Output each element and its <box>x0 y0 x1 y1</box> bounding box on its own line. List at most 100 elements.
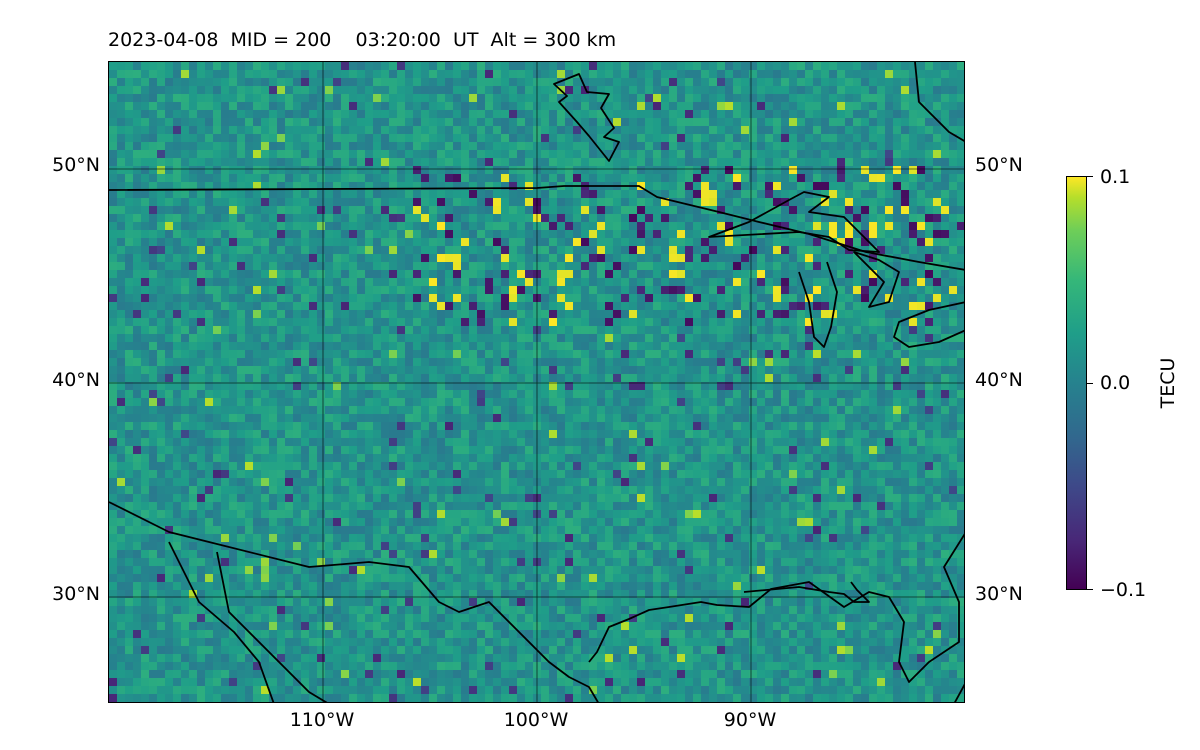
tec-cell <box>493 262 501 270</box>
tec-cell <box>877 390 885 398</box>
tec-cell <box>397 94 405 102</box>
tec-cell <box>757 110 765 118</box>
tec-cell <box>109 422 117 430</box>
tec-cell <box>477 182 485 190</box>
tec-cell <box>853 150 861 158</box>
tec-cell <box>869 278 877 286</box>
tec-cell <box>861 70 869 78</box>
tec-cell <box>781 222 789 230</box>
tec-cell <box>653 278 661 286</box>
tec-cell <box>549 78 557 86</box>
tec-cell <box>941 174 949 182</box>
tec-cell <box>389 246 397 254</box>
tec-cell <box>893 102 901 110</box>
tec-cell <box>565 270 573 278</box>
tec-cell <box>645 374 653 382</box>
tec-cell <box>541 214 549 222</box>
tec-cell <box>829 342 837 350</box>
tec-cell <box>445 286 453 294</box>
tec-cell <box>565 382 573 390</box>
tec-cell <box>213 254 221 262</box>
tec-cell <box>157 334 165 342</box>
tec-cell <box>229 174 237 182</box>
tec-cell <box>125 342 133 350</box>
tec-cell <box>517 62 525 70</box>
tec-cell <box>357 366 365 374</box>
tec-cell <box>509 190 517 198</box>
tec-cell <box>845 310 853 318</box>
tec-cell <box>877 406 885 414</box>
tec-cell <box>917 222 925 230</box>
tec-cell <box>829 358 837 366</box>
tec-cell <box>389 70 397 78</box>
tec-cell <box>789 358 797 366</box>
tec-cell <box>845 382 853 390</box>
tec-cell <box>349 406 357 414</box>
tec-cell <box>549 262 557 270</box>
tec-cell <box>501 150 509 158</box>
tec-cell <box>869 422 877 430</box>
tec-cell <box>453 390 461 398</box>
tec-cell <box>901 198 909 206</box>
tec-cell <box>781 142 789 150</box>
tec-cell <box>581 94 589 102</box>
tec-cell <box>717 190 725 198</box>
tec-cell <box>253 222 261 230</box>
tec-cell <box>301 198 309 206</box>
tec-cell <box>501 294 509 302</box>
tec-cell <box>725 86 733 94</box>
tec-cell <box>749 126 757 134</box>
tec-cell <box>317 86 325 94</box>
tec-cell <box>373 270 381 278</box>
tec-cell <box>165 134 173 142</box>
tec-cell <box>685 326 693 334</box>
tec-cell <box>909 262 917 270</box>
tec-cell <box>149 302 157 310</box>
tec-cell <box>525 406 533 414</box>
tec-cell <box>389 182 397 190</box>
tec-cell <box>797 78 805 86</box>
tec-cell <box>877 286 885 294</box>
tec-cell <box>733 62 741 70</box>
tec-cell <box>765 70 773 78</box>
tec-cell <box>725 406 733 414</box>
tec-cell <box>493 254 501 262</box>
tec-cell <box>453 150 461 158</box>
tec-cell <box>597 206 605 214</box>
tec-cell <box>365 350 373 358</box>
tec-cell <box>453 222 461 230</box>
tec-cell <box>765 214 773 222</box>
tec-cell <box>525 166 533 174</box>
tec-cell <box>445 166 453 174</box>
tec-cell <box>389 262 397 270</box>
tec-cell <box>901 326 909 334</box>
tec-cell <box>309 118 317 126</box>
tec-cell <box>909 230 917 238</box>
tec-cell <box>749 358 757 366</box>
tec-cell <box>661 398 669 406</box>
tec-cell <box>829 198 837 206</box>
tec-cell <box>213 366 221 374</box>
tec-cell <box>213 270 221 278</box>
tec-cell <box>269 374 277 382</box>
tec-cell <box>733 286 741 294</box>
tec-cell <box>869 230 877 238</box>
tec-cell <box>901 390 909 398</box>
tec-cell <box>805 414 813 422</box>
tec-cell <box>229 286 237 294</box>
tec-cell <box>605 326 613 334</box>
tec-cell <box>845 358 853 366</box>
tec-cell <box>541 150 549 158</box>
tec-cell <box>517 158 525 166</box>
tec-cell <box>509 278 517 286</box>
tec-cell <box>501 350 509 358</box>
tec-cell <box>517 278 525 286</box>
tec-cell <box>237 342 245 350</box>
tec-cell <box>165 334 173 342</box>
tec-cell <box>285 174 293 182</box>
tec-cell <box>125 86 133 94</box>
tec-cell <box>109 278 117 286</box>
tec-cell <box>813 262 821 270</box>
tec-cell <box>733 406 741 414</box>
tec-cell <box>557 302 565 310</box>
